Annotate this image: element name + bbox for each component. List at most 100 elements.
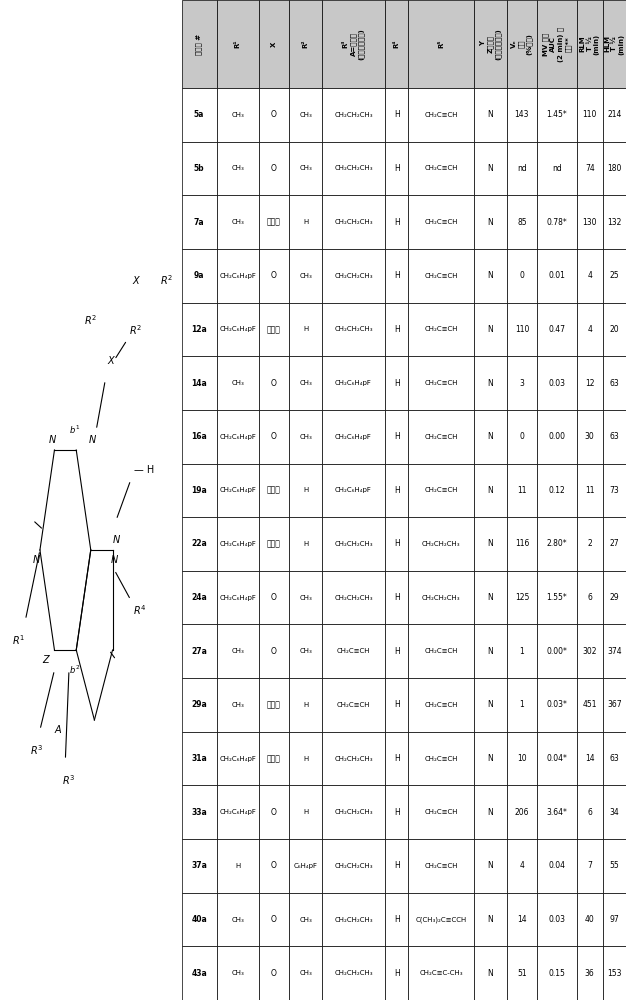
Text: CH₂C≡CH: CH₂C≡CH [424, 702, 458, 708]
Text: 7a: 7a [194, 218, 205, 227]
Text: N: N [488, 700, 493, 709]
Bar [322, 195, 385, 249]
Text: 1.55*: 1.55* [546, 593, 567, 602]
Bar [603, 88, 626, 142]
Bar [385, 464, 408, 517]
Text: N: N [488, 325, 493, 334]
Bar [506, 0, 537, 88]
Text: $R^2$: $R^2$ [85, 313, 97, 327]
Bar [603, 410, 626, 464]
Text: N: N [49, 435, 56, 445]
Text: CH₂CH₂CH₃: CH₂CH₂CH₃ [334, 595, 372, 601]
Text: CH₃: CH₃ [299, 917, 312, 923]
Bar [506, 356, 537, 410]
Bar [217, 464, 259, 517]
Bar [603, 517, 626, 571]
Text: CH₃: CH₃ [299, 595, 312, 601]
Bar [603, 946, 626, 1000]
Bar [217, 946, 259, 1000]
Bar [603, 142, 626, 195]
Bar [182, 517, 217, 571]
Text: R⁴: R⁴ [394, 40, 400, 48]
Bar [322, 410, 385, 464]
Text: RLM
T ½
(min): RLM T ½ (min) [580, 33, 600, 55]
Bar [385, 410, 408, 464]
Text: 24a: 24a [191, 593, 207, 602]
Bar [259, 410, 289, 464]
Text: $b^1$: $b^1$ [69, 424, 80, 436]
Text: H: H [394, 700, 399, 709]
Text: CH₃: CH₃ [232, 917, 244, 923]
Text: H: H [394, 486, 399, 495]
Text: 2.80*: 2.80* [546, 540, 567, 548]
Text: 374: 374 [607, 647, 622, 656]
Text: $R^4$: $R^4$ [133, 603, 146, 617]
Bar [577, 732, 603, 785]
Bar [322, 303, 385, 356]
Text: N: N [488, 593, 493, 602]
Bar [603, 249, 626, 303]
Bar [217, 142, 259, 195]
Text: 7: 7 [587, 861, 592, 870]
Text: A: A [55, 725, 61, 735]
Text: CH₂C≡CH: CH₂C≡CH [424, 487, 458, 493]
Text: 2: 2 [587, 540, 592, 548]
Bar [289, 464, 322, 517]
Text: 化学键: 化学键 [267, 700, 281, 709]
Bar [322, 142, 385, 195]
Bar [506, 946, 537, 1000]
Text: $R^2$: $R^2$ [129, 323, 142, 337]
Bar [577, 88, 603, 142]
Bar [217, 195, 259, 249]
Bar [577, 356, 603, 410]
Text: CH₂CH₂CH₃: CH₂CH₂CH₃ [422, 595, 461, 601]
Text: N: N [488, 486, 493, 495]
Bar [537, 410, 577, 464]
Text: H: H [394, 432, 399, 441]
Text: N: N [488, 218, 493, 227]
Text: 0.78*: 0.78* [546, 218, 567, 227]
Text: 97: 97 [610, 915, 619, 924]
Bar [289, 893, 322, 946]
Bar [474, 893, 506, 946]
Bar [603, 464, 626, 517]
Bar [289, 624, 322, 678]
Text: 6: 6 [587, 808, 592, 817]
Text: MV 增加
AUC
(2 min) 对
标准**: MV 增加 AUC (2 min) 对 标准** [543, 26, 572, 62]
Text: CH₃: CH₃ [232, 112, 244, 118]
Bar [289, 678, 322, 732]
Bar [217, 517, 259, 571]
Text: H: H [394, 325, 399, 334]
Text: CH₃: CH₃ [232, 648, 244, 654]
Bar [408, 946, 474, 1000]
Bar [259, 88, 289, 142]
Text: HLM
T ½
(min): HLM T ½ (min) [604, 33, 624, 55]
Bar [182, 142, 217, 195]
Text: O: O [271, 915, 277, 924]
Bar [217, 893, 259, 946]
Bar [577, 893, 603, 946]
Bar [577, 464, 603, 517]
Bar [182, 571, 217, 624]
Bar [537, 678, 577, 732]
Bar [289, 410, 322, 464]
Text: CH₂C₆H₄pF: CH₂C₆H₄pF [219, 487, 256, 493]
Text: O: O [271, 647, 277, 656]
Text: CH₂CH₂CH₃: CH₂CH₂CH₃ [334, 917, 372, 923]
Text: CH₂CH₂CH₃: CH₂CH₂CH₃ [334, 326, 372, 332]
Bar [322, 356, 385, 410]
Bar [506, 195, 537, 249]
Bar [289, 732, 322, 785]
Bar [259, 839, 289, 893]
Text: H: H [303, 487, 308, 493]
Bar [603, 303, 626, 356]
Text: C₆H₄pF: C₆H₄pF [294, 863, 317, 869]
Bar [474, 0, 506, 88]
Text: R¹: R¹ [235, 40, 240, 48]
Bar [182, 624, 217, 678]
Bar [408, 249, 474, 303]
Bar [385, 893, 408, 946]
Text: 51: 51 [517, 969, 526, 978]
Text: 0.03*: 0.03* [546, 700, 567, 709]
Bar [322, 517, 385, 571]
